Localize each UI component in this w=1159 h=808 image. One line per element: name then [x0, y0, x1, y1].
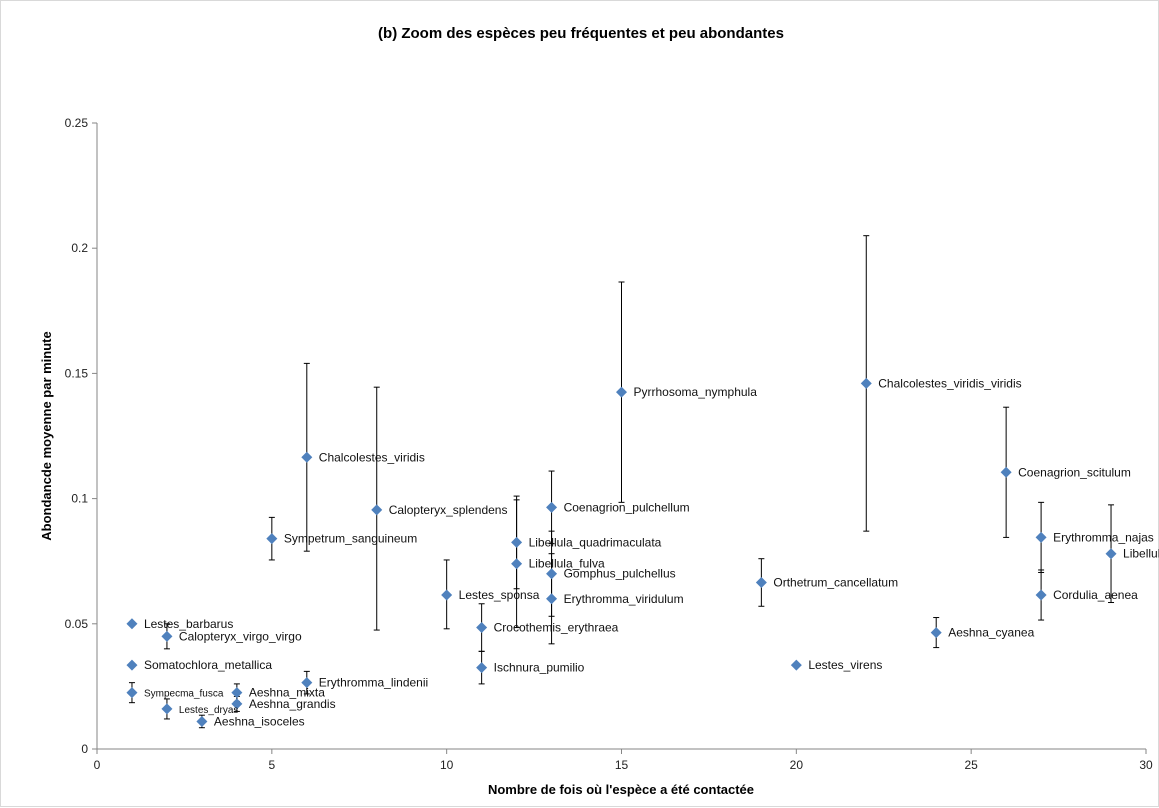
data-point-marker: [546, 593, 558, 605]
data-point-label: Coenagrion_pulchellum: [564, 500, 690, 514]
data-point-marker: [511, 558, 523, 570]
y-tick-label: 0.05: [65, 617, 89, 631]
data-point-label: Erythromma_najas: [1053, 530, 1154, 544]
x-tick-label: 25: [964, 758, 978, 772]
data-point-label: Aeshna_isoceles: [214, 714, 305, 728]
data-point-marker: [266, 533, 278, 545]
y-tick-label: 0.15: [65, 366, 89, 380]
data-point-marker: [476, 622, 488, 634]
data-point-marker: [126, 687, 138, 699]
x-tick-label: 20: [790, 758, 804, 772]
point-labels: Lestes_barbarus Somatochlora_metallica Sym…: [144, 376, 1159, 728]
data-point-label: Chalcolestes_viridis_viridis: [878, 376, 1021, 390]
data-point-marker: [126, 659, 138, 671]
data-point-marker: [161, 630, 173, 642]
data-point-label: Lestes_dryas: [179, 705, 238, 716]
data-point-label: Calopteryx_virgo_virgo: [179, 629, 302, 643]
data-point-label: Lestes_sponsa: [459, 588, 540, 602]
data-point-marker: [790, 659, 802, 671]
data-point-label: Cordulia_aenea: [1053, 588, 1138, 602]
axes: 0 5 10 15 20 25 30 0 0.05 0.1 0.15 0.2 0.25: [65, 116, 1153, 772]
data-point-marker: [511, 536, 523, 548]
data-points: [126, 377, 1117, 727]
x-tick-label: 30: [1139, 758, 1153, 772]
error-bars: [128, 235, 1115, 729]
data-point-marker: [1035, 531, 1047, 543]
data-point-marker: [476, 662, 488, 674]
data-point-label: Gomphus_pulchellus: [564, 567, 676, 581]
data-point-marker: [441, 589, 453, 601]
data-point-label: Erythromma_viridulum: [564, 592, 684, 606]
data-point-label: Erythromma_lindenii: [319, 676, 428, 690]
data-point-label: Aeshna_mixta: [249, 686, 325, 700]
x-tick-label: 5: [268, 758, 275, 772]
data-point-marker: [301, 677, 313, 689]
data-point-label: Libellula_fulva: [529, 557, 605, 571]
data-point-marker: [1000, 466, 1012, 478]
data-point-marker: [126, 618, 138, 630]
data-point-marker: [616, 386, 627, 398]
data-point-label: Somatochlora_metallica: [144, 658, 272, 672]
data-point-label: Aeshna_grandis: [249, 697, 336, 711]
data-point-marker: [1035, 589, 1047, 601]
data-point-label: Coenagrion_scitulum: [1018, 465, 1131, 479]
data-point-marker: [231, 687, 243, 699]
data-point-marker: [755, 576, 767, 588]
data-point-marker: [196, 715, 208, 727]
data-point-label: Pyrrhosoma_nymphula: [634, 385, 758, 399]
data-point-label: Aeshna_cyanea: [948, 626, 1034, 640]
data-point-label: Sympetrum_sanguineum: [284, 532, 417, 546]
x-axis-title: Nombre de fois où l'espèce a été contact…: [488, 782, 754, 797]
data-point-label: Orthetrum_cancellatum: [773, 575, 898, 589]
data-point-marker: [546, 568, 558, 580]
y-tick-label: 0.25: [65, 116, 89, 130]
data-point-label: Chalcolestes_viridis: [319, 450, 425, 464]
data-point-label: Crocothemis_erythraea: [494, 621, 619, 635]
y-tick-label: 0.1: [71, 492, 88, 506]
data-point-label: Lestes_barbarus: [144, 617, 233, 631]
data-point-label: Sympecma_fusca: [144, 689, 224, 700]
data-point-marker: [161, 703, 173, 715]
chart-title: (b) Zoom des espèces peu fréquentes et p…: [378, 25, 784, 42]
data-point-marker: [546, 501, 558, 513]
data-point-label: Lestes_virens: [808, 658, 882, 672]
x-tick-label: 15: [615, 758, 629, 772]
data-point-label: Libellula_quadrimaculata: [529, 535, 662, 549]
data-point-label: Ischnura_pumilio: [494, 661, 585, 675]
y-tick-label: 0.2: [71, 241, 88, 255]
data-point-label: Calopteryx_splendens: [389, 503, 508, 517]
y-tick-label: 0: [81, 742, 88, 756]
data-point-label: Libellula_depressa: [1123, 547, 1159, 561]
data-point-marker: [1105, 548, 1117, 560]
data-point-marker: [231, 698, 243, 710]
data-point-marker: [930, 627, 942, 639]
data-point-marker: [860, 377, 872, 389]
x-tick-label: 10: [440, 758, 454, 772]
y-axis-title: Abondancde moyenne par minute: [39, 331, 54, 540]
data-point-marker: [371, 504, 383, 516]
x-tick-label: 0: [94, 758, 101, 772]
data-point-marker: [301, 451, 313, 463]
